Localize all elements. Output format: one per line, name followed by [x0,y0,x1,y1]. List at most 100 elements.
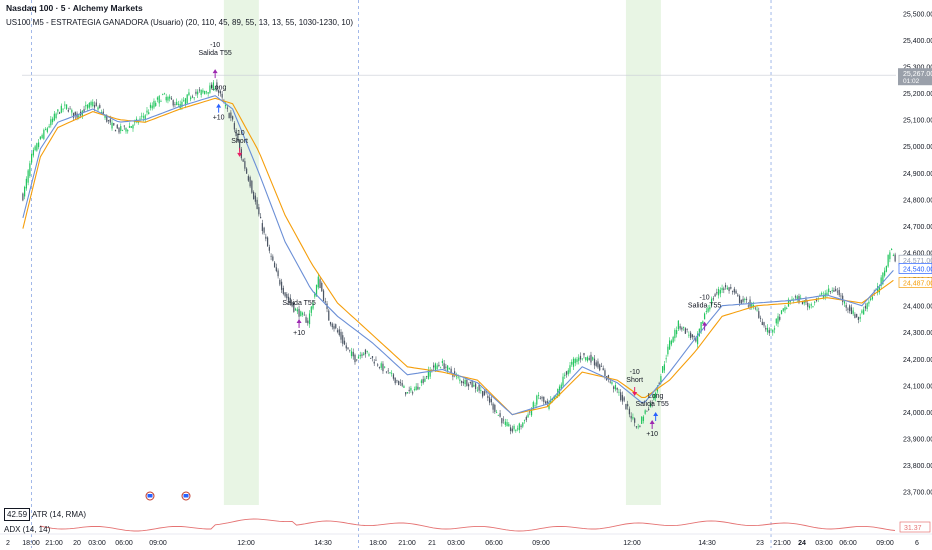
candle [481,390,484,399]
trade-label: Salida T55 [198,50,231,57]
candle-body [412,392,414,394]
candle-body [838,289,840,296]
candle-body [506,422,508,427]
candle [172,99,174,108]
trade-label: Salida T55 [282,300,315,307]
candle [92,99,94,108]
candle-body [420,380,423,383]
time-axis[interactable]: 2 18:00 21:00 20 03:00 06:00 09:00 12:00 14:30 18… [0,533,932,547]
candle [696,331,699,348]
candle [144,114,146,123]
candle [237,132,239,143]
candle [392,373,395,381]
candle-body [800,297,802,299]
candle [681,326,683,332]
candle [216,79,218,92]
candle-body [188,92,190,96]
candle-body [599,364,601,371]
trade-label-top: -10 [700,295,710,302]
candle [565,370,568,378]
candle [689,330,692,341]
atr-label: ATR (14, RMA) [32,510,87,519]
candle [107,119,110,124]
candle-body [141,115,143,117]
candle-body [539,397,541,399]
candle-body [32,149,34,156]
candle [885,265,887,273]
candle [123,125,125,130]
candle-body [336,330,339,332]
candle-body [761,321,763,326]
candle-body [212,82,215,90]
candle-body [733,288,735,293]
x-tick-label: 18:00 [369,540,387,547]
trade-label: Salida T55 [688,303,721,310]
adx-pane: 31.37 [39,491,931,533]
candle [160,99,162,102]
candle [712,296,714,301]
y-tick-label: 24,300.00 [903,330,932,337]
candle [53,111,55,122]
last-price-tag [898,68,932,86]
candle [193,97,195,101]
candle [669,337,671,351]
candle-body [31,153,33,163]
candle [787,297,790,307]
candle [419,387,421,390]
candle-body [273,262,276,268]
candle [628,406,631,418]
candle [356,359,358,362]
candle [877,282,879,296]
candle-body [151,105,153,109]
x-tick-label: 24 [798,540,806,547]
candle [113,122,115,126]
candle [525,415,527,423]
candle [291,301,293,308]
candle [72,112,75,122]
candle-body [195,91,197,94]
candle [426,375,428,379]
candle [843,300,846,307]
candle [686,328,688,333]
candle-body [634,418,636,423]
candle [443,360,445,370]
candle [225,101,227,109]
candle-body [342,335,344,344]
candle-body [483,391,485,396]
candle-body [366,351,368,352]
candle-body [191,96,194,98]
candle-body [434,363,437,371]
candle-body [618,391,620,393]
candle [121,129,124,132]
candle [641,416,643,424]
price-tag-value: 24,540.00 [903,266,932,273]
candle [786,306,788,310]
candle [611,380,613,386]
exit-arrow-icon [649,419,655,424]
candle [569,361,571,374]
candle [564,372,566,380]
candle-body [43,129,45,139]
candle [177,100,180,108]
candle [200,89,202,98]
candle [300,310,302,317]
candle [644,409,646,415]
candle-body [454,371,456,375]
candle [627,400,629,410]
candle-body [815,298,818,302]
price-axis[interactable]: 25,500.00 25,400.00 25,300.00 25,200.00 25,1… [898,11,932,497]
candle-body [646,410,648,412]
candle [717,286,720,299]
candle-body [630,415,632,419]
candle [427,366,430,380]
candle-body [481,391,484,397]
candle [22,192,24,202]
candle-body [90,101,92,106]
candle [380,361,382,371]
candle-body [37,142,40,148]
candle [204,90,206,95]
candle [118,126,120,135]
exit-arrow-icon [212,69,218,74]
candle-body [532,402,534,410]
